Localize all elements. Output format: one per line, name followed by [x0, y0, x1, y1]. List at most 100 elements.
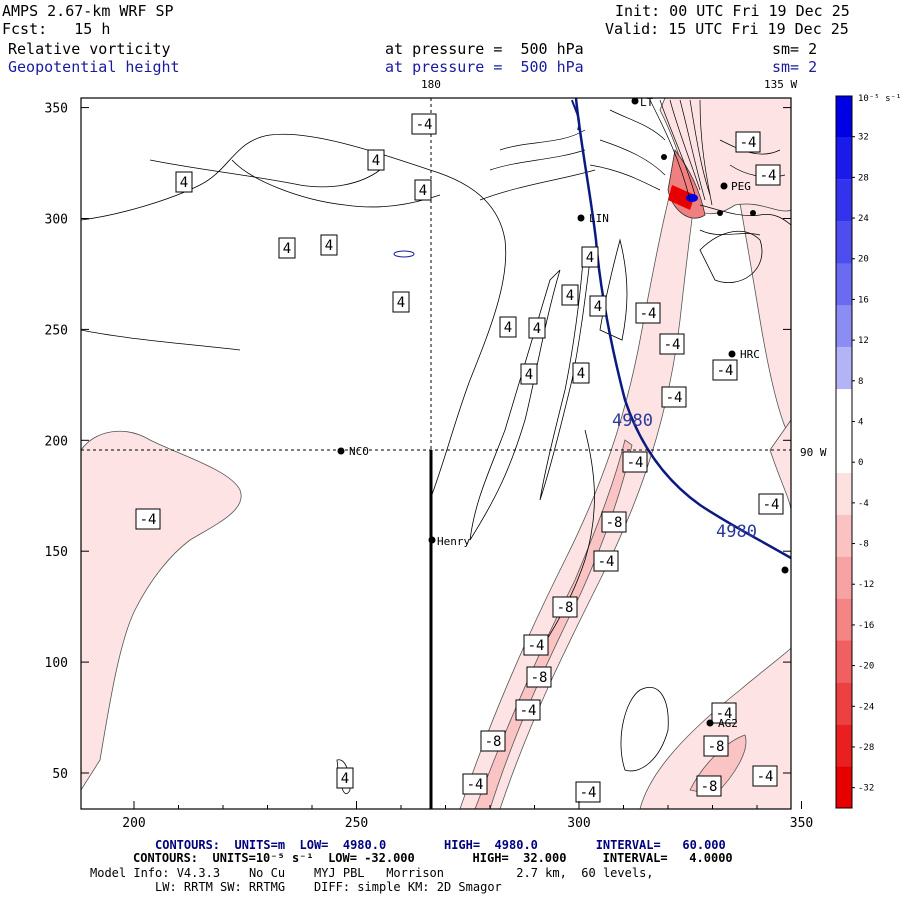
vorticity-contour-label: -4: [635, 302, 661, 324]
vorticity-contour-label: 4: [175, 171, 193, 193]
vorticity-contour-label: 4: [561, 284, 579, 306]
station-henry: Henry: [428, 535, 470, 548]
svg-text:-4: -4: [627, 455, 644, 471]
init-time: Init: 00 UTC Fri 19 Dec 25: [615, 2, 850, 20]
svg-text:-4: -4: [580, 785, 597, 801]
station-peg: PEG: [720, 180, 751, 193]
svg-text:4: 4: [372, 153, 380, 169]
vorticity-contour-label: 4: [528, 317, 546, 339]
svg-text:4: 4: [586, 250, 594, 266]
colorbar-tick-label: -12: [858, 580, 874, 590]
height-contour-4980: [574, 98, 791, 560]
colorbar-segment: [836, 263, 852, 306]
svg-text:LT: LT: [640, 96, 654, 109]
x-tick-label: 200: [122, 816, 145, 831]
svg-text:4: 4: [419, 183, 427, 199]
colorbar-tick-label: -8: [858, 540, 869, 550]
colorbar-tick-label: 16: [858, 295, 869, 305]
field2-level: at pressure = 500 hPa: [385, 58, 584, 76]
vorticity-contour-label: 4: [572, 362, 590, 384]
colorbar-segment: [836, 431, 852, 473]
svg-text:4: 4: [283, 241, 291, 257]
vorticity-contour-label: -8: [552, 596, 578, 618]
svg-text:-8: -8: [701, 779, 718, 795]
vorticity-contour-label: 4: [320, 234, 338, 256]
vorticity-contour-label: -8: [480, 730, 506, 752]
svg-text:4: 4: [504, 320, 512, 336]
svg-text:-4: -4: [760, 168, 777, 184]
vorticity-contour-label: -4: [523, 634, 549, 656]
y-tick-label: 250: [45, 323, 68, 338]
svg-text:-4: -4: [740, 135, 757, 151]
colorbar: 32 28 24 20 16 12 8 4 0 -4 -8 -12 -16 -20 -24 -28 -32: [835, 95, 874, 809]
colorbar-segment: [836, 221, 852, 264]
svg-text:-4: -4: [640, 306, 657, 322]
colorbar-tick-label: 20: [858, 255, 869, 265]
colorbar-segment: [836, 137, 852, 180]
station-lt: LT: [631, 96, 654, 109]
height-label-1: 4980: [612, 411, 653, 431]
svg-text:-8: -8: [557, 600, 574, 616]
svg-text:-4: -4: [757, 769, 774, 785]
vorticity-contour-label: -4: [752, 765, 778, 787]
vorticity-contour-label: -4: [515, 699, 541, 721]
svg-text:-4: -4: [666, 390, 683, 406]
svg-text:-4: -4: [598, 554, 615, 570]
svg-text:-8: -8: [708, 739, 725, 755]
svg-text:HRC: HRC: [740, 348, 760, 361]
footer-model-info: Model Info: V4.3.3 No Cu MYJ PBL Morriso…: [90, 866, 654, 880]
colorbar-segment: [836, 305, 852, 348]
vorticity-contour-label: 4: [414, 179, 432, 201]
y-axis: 350 300 250 200 150 100 50: [45, 102, 791, 782]
vorticity-contour-label: 4: [392, 291, 410, 313]
svg-text:NCO: NCO: [349, 445, 369, 458]
vorticity-contour-label: -4: [135, 508, 161, 530]
colorbar-segment: [836, 682, 852, 725]
vorticity-contour-label: -4: [661, 386, 687, 408]
colorbar-segment: [836, 514, 852, 557]
colorbar-tick-label: 28: [858, 173, 869, 183]
colorbar-segment: [836, 724, 852, 767]
svg-text:4: 4: [577, 366, 585, 382]
vorticity-contour-label: -4: [711, 702, 737, 724]
svg-text:4: 4: [341, 771, 349, 787]
colorbar-segment: [836, 766, 852, 808]
colorbar-tick-label: 4: [858, 417, 863, 427]
footer-physics-info: LW: RRTM SW: RRTMG DIFF: simple KM: 2D S…: [155, 880, 502, 894]
svg-text:PEG: PEG: [731, 180, 751, 193]
y-tick-label: 150: [45, 545, 68, 560]
svg-text:4: 4: [180, 175, 188, 191]
vorticity-labels: -4 4 4 4 4 4 4 4 4 4 4 4 4 4 4 -4 -4 -4 -4 -4 -4 -4 -4 -8 -4 -8 -4…: [135, 113, 784, 803]
svg-text:-8: -8: [531, 670, 548, 686]
svg-text:-4: -4: [716, 706, 733, 722]
svg-text:-8: -8: [606, 515, 623, 531]
colorbar-segment: [836, 179, 852, 222]
svg-text:4: 4: [566, 288, 574, 304]
colorbar-tick-label: 8: [858, 377, 863, 387]
station-ag2: AG2: [706, 717, 738, 730]
colorbar-tick-label: -4: [858, 499, 869, 509]
svg-text:4: 4: [594, 299, 602, 315]
vorticity-contour-label: 4: [520, 363, 538, 385]
vorticity-contour-label: 4: [278, 237, 296, 259]
field2-name: Geopotential height: [8, 58, 180, 76]
colorbar-tick-label: -24: [858, 702, 874, 712]
vorticity-contour-label: -8: [696, 775, 722, 797]
vorticity-contour-label: -8: [526, 666, 552, 688]
colorbar-tick-label: -28: [858, 743, 874, 753]
colorbar-segment: [836, 472, 852, 515]
colorbar-tick-label: -20: [858, 662, 874, 672]
field1-name: Relative vorticity: [8, 40, 171, 58]
vorticity-contour-label: -4: [622, 451, 648, 473]
svg-text:-4: -4: [528, 638, 545, 654]
colorbar-tick-label: 24: [858, 214, 869, 224]
vorticity-contour-label: -4: [758, 493, 784, 515]
vorticity-contour-label: 4: [589, 295, 607, 317]
y-tick-label: 50: [52, 767, 68, 782]
svg-text:4: 4: [397, 295, 405, 311]
svg-text:-4: -4: [664, 337, 681, 353]
x-tick-label: 250: [345, 816, 368, 831]
colorbar-tick-label: 12: [858, 336, 869, 346]
vorticity-contour-label: -4: [575, 781, 601, 803]
